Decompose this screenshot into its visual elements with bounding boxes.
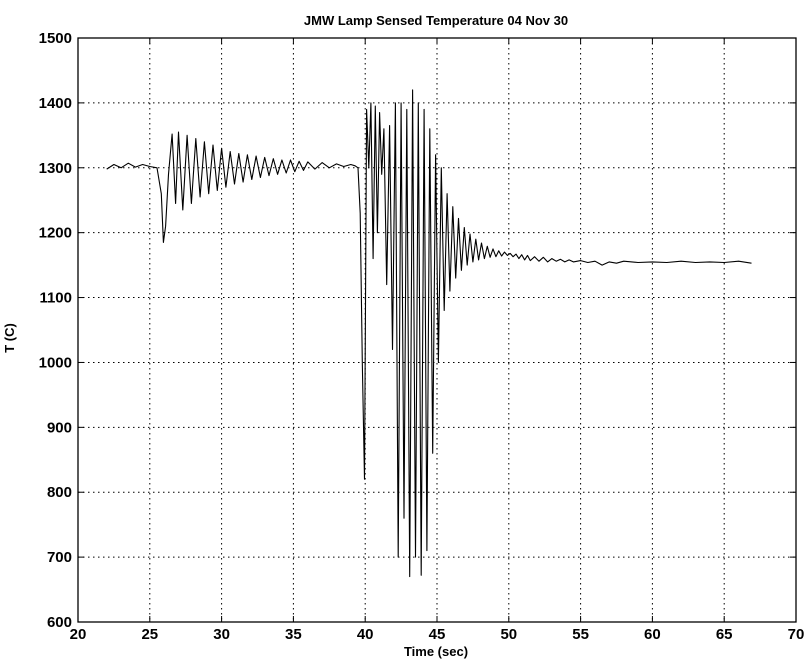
chart-title: JMW Lamp Sensed Temperature 04 Nov 30 <box>304 13 568 28</box>
temperature-series-line <box>106 89 752 578</box>
y-tick-label: 900 <box>47 419 72 436</box>
x-tick-label: 30 <box>213 626 230 643</box>
x-tick-label: 50 <box>500 626 517 643</box>
grid-lines <box>78 38 796 622</box>
y-tick-label: 1400 <box>39 95 72 112</box>
x-tick-label: 65 <box>716 626 733 643</box>
x-tick-label: 25 <box>141 626 158 643</box>
y-tick-label: 1500 <box>39 30 72 47</box>
x-tick-label: 70 <box>788 626 805 643</box>
x-tick-label: 60 <box>644 626 661 643</box>
y-tick-label: 600 <box>47 614 72 631</box>
x-tick-label: 35 <box>285 626 302 643</box>
x-tick-label: 40 <box>357 626 374 643</box>
y-tick-label: 1200 <box>39 225 72 242</box>
x-tick-label: 45 <box>429 626 446 643</box>
y-tick-label: 800 <box>47 484 72 501</box>
axis-ticks: 20 25 30 35 40 45 50 55 60 65 70 600 700 800 900 1000 11… <box>39 30 805 643</box>
y-tick-label: 1100 <box>39 290 72 307</box>
x-axis-label: Time (sec) <box>404 644 468 659</box>
y-tick-label: 1300 <box>39 160 72 177</box>
y-axis-label: T (C) <box>2 323 17 353</box>
x-tick-label: 55 <box>572 626 589 643</box>
y-tick-label: 1000 <box>39 354 72 371</box>
series-layer <box>106 89 752 578</box>
y-tick-label: 700 <box>47 549 72 566</box>
x-tick-label: 20 <box>70 626 87 643</box>
